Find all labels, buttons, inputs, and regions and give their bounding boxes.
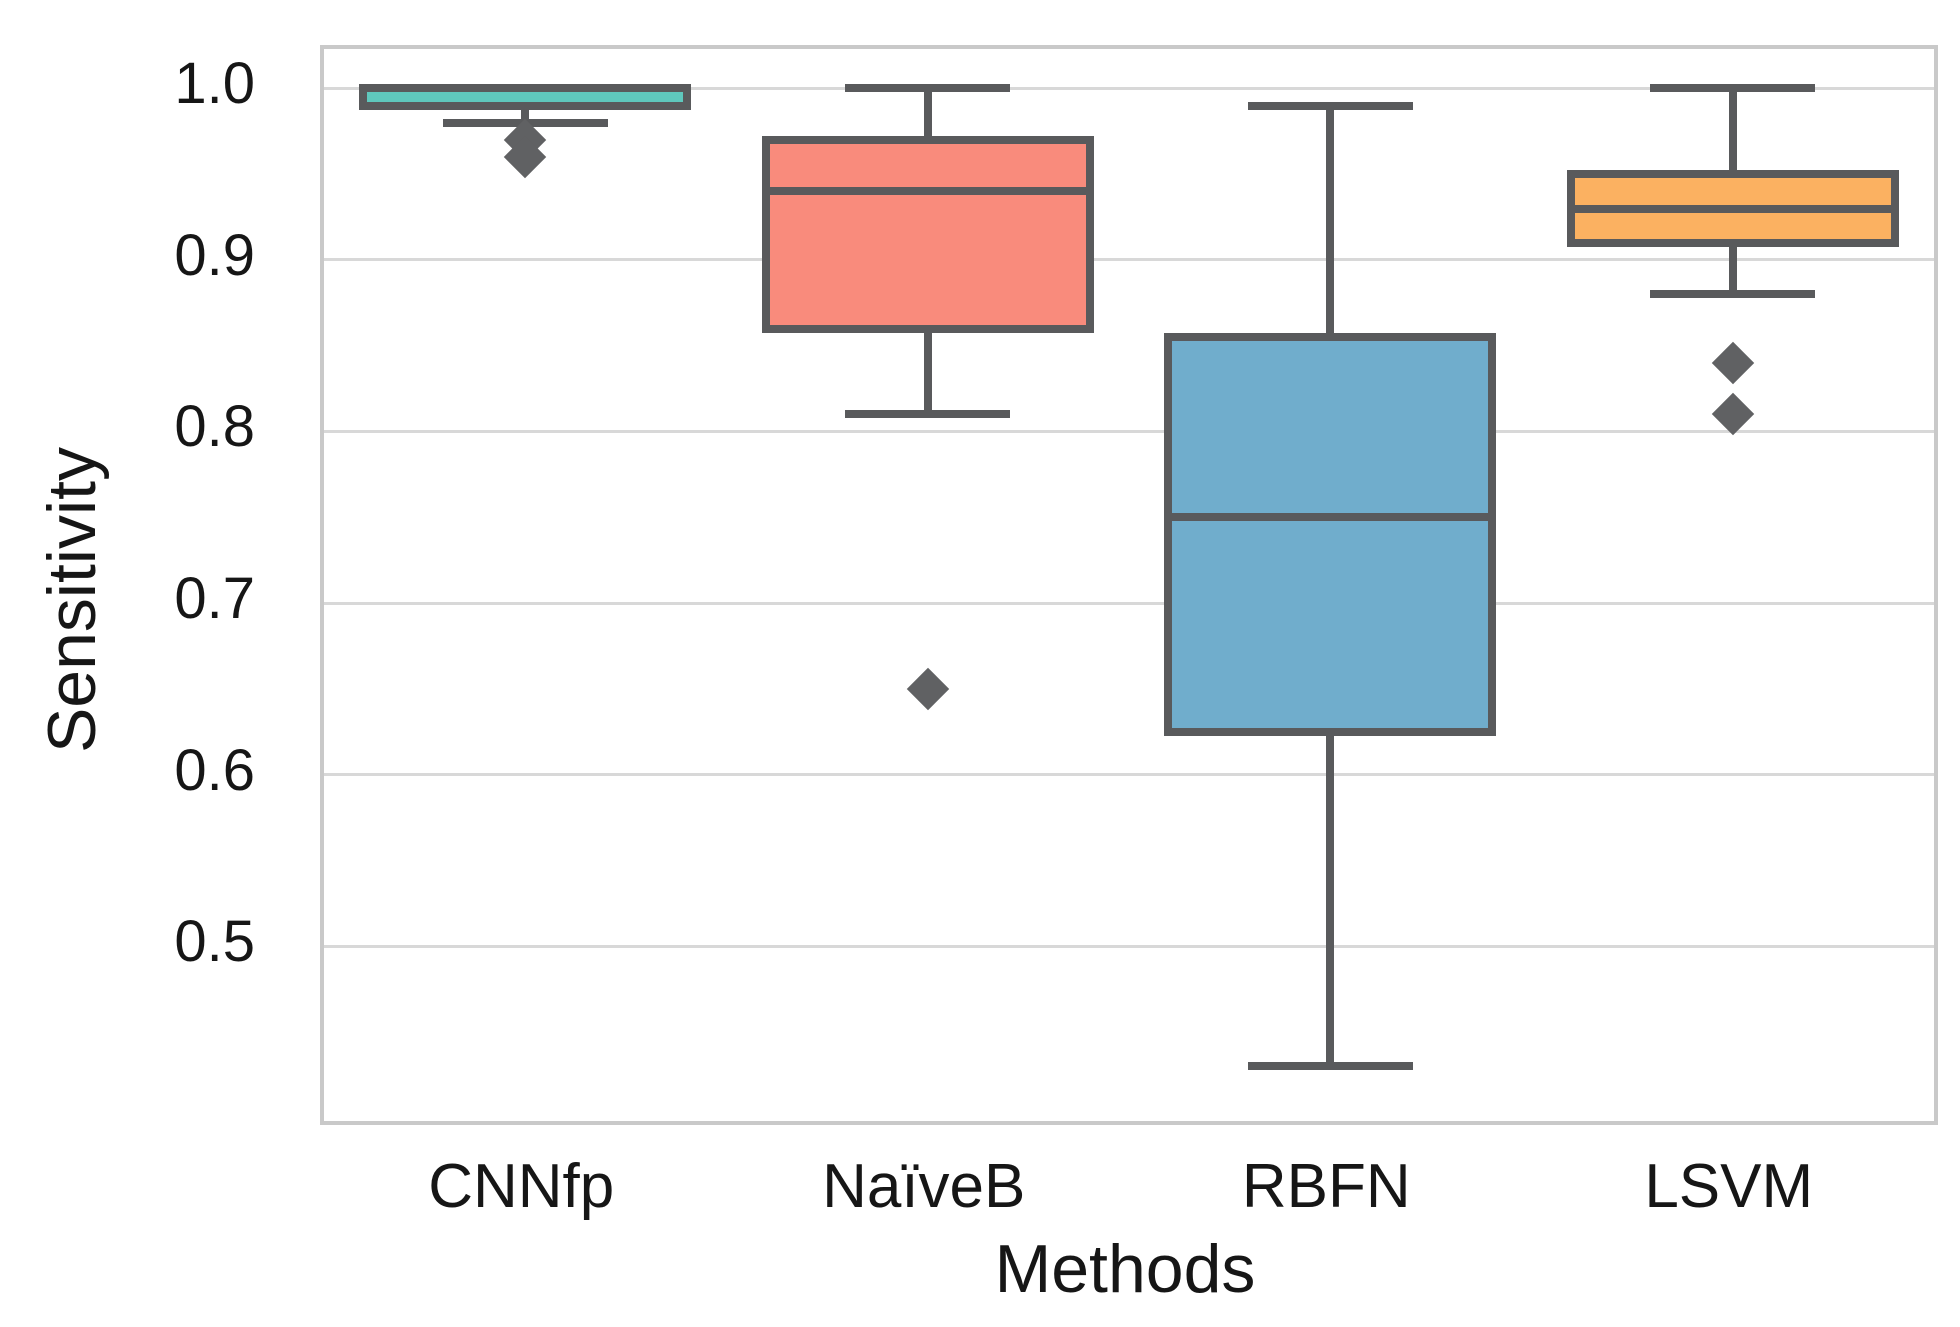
plot-area [320, 45, 1938, 1125]
gridline [324, 773, 1934, 777]
whisker-cap-lower [845, 410, 1011, 419]
x-tick-label: CNNfp [428, 1152, 615, 1221]
y-tick-label: 0.6 [174, 737, 255, 803]
y-tick-label: 0.8 [174, 394, 255, 460]
gridline [324, 429, 1934, 433]
whisker-cap-upper [1650, 84, 1816, 93]
x-tick-label: RBFN [1241, 1152, 1411, 1221]
median-line [761, 187, 1094, 196]
whisker-lower [1326, 729, 1335, 1067]
x-tick-label: LSVM [1644, 1152, 1814, 1221]
gridline [324, 86, 1934, 90]
outlier-diamond [1711, 341, 1754, 385]
box-RBFN [1164, 333, 1497, 736]
gridline [324, 258, 1934, 262]
whisker-upper [1728, 88, 1737, 177]
y-tick-label: 0.9 [174, 222, 255, 288]
whisker-lower [521, 103, 530, 123]
whisker-lower [923, 326, 932, 415]
y-tick-label: 1.0 [174, 51, 255, 117]
outlier-diamond [906, 667, 949, 710]
gridline [324, 944, 1934, 948]
whisker-upper [1326, 105, 1335, 340]
median-line [1566, 204, 1899, 213]
whisker-cap-upper [1247, 101, 1413, 110]
whisker-cap-upper [845, 84, 1011, 93]
y-tick-label: 0.5 [174, 909, 255, 975]
whisker-cap-lower [1650, 290, 1816, 299]
median-line [1164, 513, 1497, 522]
box-NaïveB [761, 135, 1094, 333]
whisker-upper [923, 88, 932, 142]
median-line [359, 84, 692, 93]
x-axis-title: Methods [994, 1231, 1256, 1307]
y-tick-label: 0.7 [174, 566, 255, 631]
whisker-lower [1728, 240, 1737, 295]
whisker-cap-lower [1247, 1062, 1413, 1071]
x-tick-label: NaïveB [822, 1152, 1026, 1221]
gridline [324, 601, 1934, 605]
